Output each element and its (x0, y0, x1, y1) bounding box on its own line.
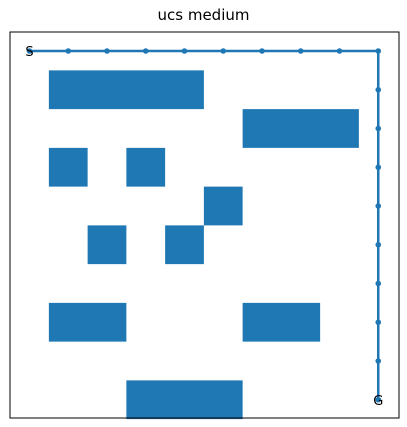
path-point (336, 48, 343, 54)
path-point (375, 203, 382, 209)
path-point (181, 48, 188, 54)
obstacle-block (203, 186, 243, 226)
path-point (26, 48, 33, 54)
path-point (375, 48, 382, 54)
path-point (375, 280, 382, 287)
obstacle-block (165, 225, 204, 265)
path-point (375, 358, 382, 364)
obstacle-layer (48, 70, 359, 420)
path-point (65, 48, 72, 54)
path-point (375, 125, 382, 132)
path-point (142, 48, 149, 54)
path-point (220, 48, 227, 54)
path-layer (26, 48, 382, 403)
start-label: S (25, 45, 33, 60)
obstacle-block (87, 225, 127, 265)
obstacle-block (48, 70, 204, 110)
path-point (375, 86, 382, 93)
path-point (375, 319, 382, 326)
obstacle-block (126, 380, 243, 420)
plot-frame (9, 31, 400, 419)
obstacle-block (48, 302, 127, 342)
path-point (375, 396, 382, 403)
chart-title: ucs medium (157, 6, 250, 24)
obstacle-block (48, 147, 88, 187)
path-point (104, 48, 110, 54)
obstacle-block (242, 302, 321, 342)
goal-label: G (373, 394, 383, 409)
obstacle-block (126, 147, 166, 187)
path-point (375, 164, 382, 171)
path-point (259, 48, 265, 54)
obstacle-block (242, 109, 359, 148)
path-point (375, 241, 382, 248)
path-point (297, 48, 304, 54)
